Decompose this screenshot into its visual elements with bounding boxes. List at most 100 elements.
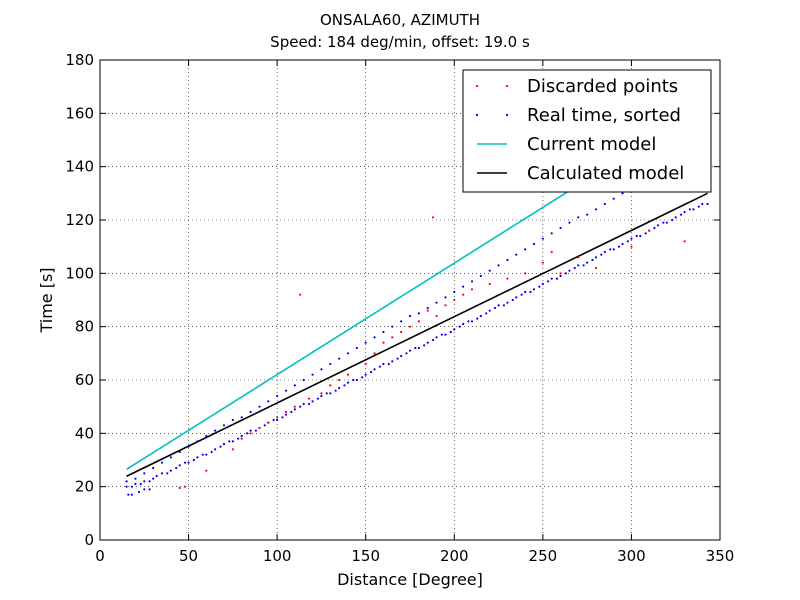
real-time-sorted-point bbox=[470, 280, 474, 283]
y-tick-label: 100 bbox=[65, 264, 94, 282]
discarded-points-point bbox=[435, 314, 438, 318]
real-time-sorted-point bbox=[440, 333, 443, 336]
real-time-sorted-point bbox=[426, 341, 429, 344]
real-time-sorted-point bbox=[683, 210, 686, 214]
discarded-points-point bbox=[183, 485, 187, 488]
real-time-sorted-point bbox=[205, 434, 208, 438]
real-time-sorted-point bbox=[272, 418, 275, 422]
real-time-sorted-point bbox=[192, 458, 195, 462]
real-time-sorted-point bbox=[603, 250, 606, 254]
real-time-sorted-point bbox=[258, 405, 261, 408]
discarded-points-point bbox=[417, 320, 420, 323]
real-time-sorted-point bbox=[511, 298, 514, 302]
real-time-sorted-point bbox=[178, 450, 181, 454]
real-time-sorted-point bbox=[653, 226, 656, 230]
discarded-points-point bbox=[541, 261, 544, 264]
x-tick-label: 300 bbox=[617, 547, 646, 565]
legend-label-discarded-points: Discarded points bbox=[527, 76, 678, 97]
y-tick-label: 140 bbox=[65, 158, 94, 176]
real-time-sorted-point bbox=[302, 402, 305, 406]
real-time-sorted-point bbox=[338, 357, 341, 360]
real-time-sorted-point bbox=[382, 330, 385, 334]
real-time-sorted-point bbox=[635, 234, 638, 238]
real-time-sorted-point bbox=[155, 474, 158, 478]
y-tick-label: 40 bbox=[75, 424, 94, 442]
real-time-sorted-point bbox=[493, 306, 497, 310]
real-time-sorted-point bbox=[550, 232, 553, 235]
real-time-sorted-point bbox=[369, 370, 373, 374]
real-time-sorted-point bbox=[325, 392, 328, 395]
real-time-sorted-point bbox=[169, 469, 172, 472]
real-time-sorted-point bbox=[529, 290, 532, 294]
discarded-points-point bbox=[231, 448, 234, 451]
real-time-sorted-point bbox=[378, 365, 381, 368]
real-time-sorted-point bbox=[148, 488, 151, 491]
chart-title: ONSALA60, AZIMUTH bbox=[320, 11, 480, 29]
real-time-sorted-point bbox=[559, 226, 562, 230]
real-time-sorted-point bbox=[196, 456, 199, 459]
real-time-sorted-point bbox=[497, 264, 500, 267]
real-time-sorted-point bbox=[541, 237, 544, 240]
real-time-sorted-point bbox=[559, 274, 562, 278]
real-time-sorted-point bbox=[299, 405, 302, 408]
real-time-sorted-point bbox=[435, 336, 438, 339]
real-time-sorted-point bbox=[400, 354, 403, 358]
real-time-sorted-point bbox=[444, 333, 447, 336]
real-time-sorted-point bbox=[453, 328, 456, 331]
real-time-sorted-point bbox=[364, 341, 367, 344]
real-time-sorted-point bbox=[237, 437, 240, 440]
discarded-points-point bbox=[364, 362, 367, 366]
y-tick-label: 20 bbox=[75, 478, 94, 496]
calculated-model-line bbox=[126, 192, 708, 477]
real-time-sorted-point bbox=[506, 258, 509, 262]
real-time-sorted-point bbox=[143, 488, 146, 491]
discarded-points-point bbox=[444, 304, 447, 307]
legend-swatch-discarded-points bbox=[505, 84, 509, 88]
real-time-sorted-point bbox=[408, 349, 412, 352]
real-time-sorted-point bbox=[214, 429, 217, 432]
y-tick-label: 120 bbox=[65, 211, 94, 229]
real-time-sorted-point bbox=[453, 290, 456, 294]
discarded-points-point bbox=[400, 330, 403, 334]
real-time-sorted-point bbox=[532, 242, 536, 246]
real-time-sorted-point bbox=[479, 314, 482, 318]
real-time-sorted-point bbox=[679, 213, 683, 216]
real-time-sorted-point bbox=[196, 440, 199, 443]
discarded-points-point bbox=[683, 240, 686, 243]
real-time-sorted-point bbox=[400, 320, 403, 323]
real-time-sorted-point bbox=[125, 480, 128, 483]
real-time-sorted-point bbox=[674, 216, 677, 219]
real-time-sorted-point bbox=[152, 466, 155, 470]
real-time-sorted-point bbox=[594, 208, 598, 211]
real-time-sorted-point bbox=[639, 234, 642, 238]
real-time-sorted-point bbox=[166, 472, 169, 475]
discarded-points-point bbox=[431, 216, 435, 219]
real-time-sorted-point bbox=[621, 242, 624, 246]
real-time-sorted-point bbox=[134, 482, 137, 486]
x-tick-label: 50 bbox=[179, 547, 198, 565]
real-time-sorted-point bbox=[431, 338, 435, 342]
real-time-sorted-point bbox=[444, 296, 447, 299]
real-time-sorted-point bbox=[320, 368, 323, 371]
real-time-sorted-point bbox=[692, 208, 695, 211]
real-time-sorted-point bbox=[352, 378, 355, 382]
real-time-sorted-point bbox=[485, 312, 488, 315]
real-time-sorted-point bbox=[219, 445, 222, 448]
real-time-sorted-point bbox=[467, 320, 470, 323]
real-time-sorted-point bbox=[538, 285, 541, 288]
real-time-sorted-point bbox=[391, 325, 394, 328]
axis-ticks: 0 50 100 150 200 250 300 350 0 20 40 60 80 100 120 140 1… bbox=[65, 51, 734, 565]
real-time-sorted-point bbox=[408, 314, 412, 318]
real-time-sorted-point bbox=[644, 232, 647, 235]
real-time-sorted-point bbox=[391, 360, 394, 363]
discarded-points-point bbox=[320, 392, 323, 395]
discarded-points-point bbox=[559, 272, 562, 275]
real-time-sorted-point bbox=[214, 448, 217, 451]
real-time-sorted-point bbox=[405, 352, 408, 355]
discarded-points-point bbox=[258, 426, 261, 430]
discarded-points-point bbox=[329, 384, 332, 387]
discarded-points-point bbox=[382, 341, 385, 344]
x-axis-label: Distance [Degree] bbox=[337, 570, 483, 589]
real-time-sorted-point bbox=[396, 357, 399, 360]
real-time-sorted-point bbox=[127, 493, 130, 496]
